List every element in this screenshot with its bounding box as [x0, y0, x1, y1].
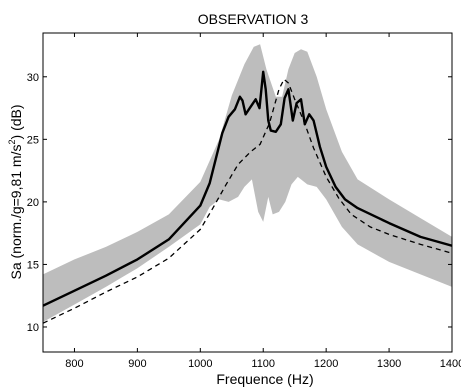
variability-band [43, 44, 452, 323]
y-axis-label-suffix: ) (dB) [8, 104, 24, 139]
chart-title: OBSERVATION 3 [198, 11, 309, 27]
x-tick-label: 1200 [314, 358, 338, 370]
y-tick-label: 10 [27, 322, 39, 334]
x-tick-label: 1000 [188, 358, 212, 370]
x-axis-label: Frequence (Hz) [216, 371, 313, 387]
plot-frame [42, 32, 453, 353]
x-tick-label: 1300 [377, 358, 401, 370]
x-tick-label: 900 [128, 358, 146, 370]
y-tick-label: 20 [27, 197, 39, 209]
x-tick-label: 1400 [440, 358, 461, 370]
y-axis-label-prefix: Sa (norm./g=9,81 m/s [8, 145, 24, 280]
y-tick-label: 25 [27, 134, 39, 146]
y-tick-label: 15 [27, 259, 39, 271]
x-tick-label: 800 [65, 358, 83, 370]
x-tick-label: 1100 [251, 358, 275, 370]
y-tick-label: 30 [27, 72, 39, 84]
y-axis-label: Sa (norm./g=9,81 m/s2) (dB) [7, 104, 24, 279]
y-axis-label-sup: 2 [7, 139, 17, 144]
series-line-solid [43, 70, 452, 307]
